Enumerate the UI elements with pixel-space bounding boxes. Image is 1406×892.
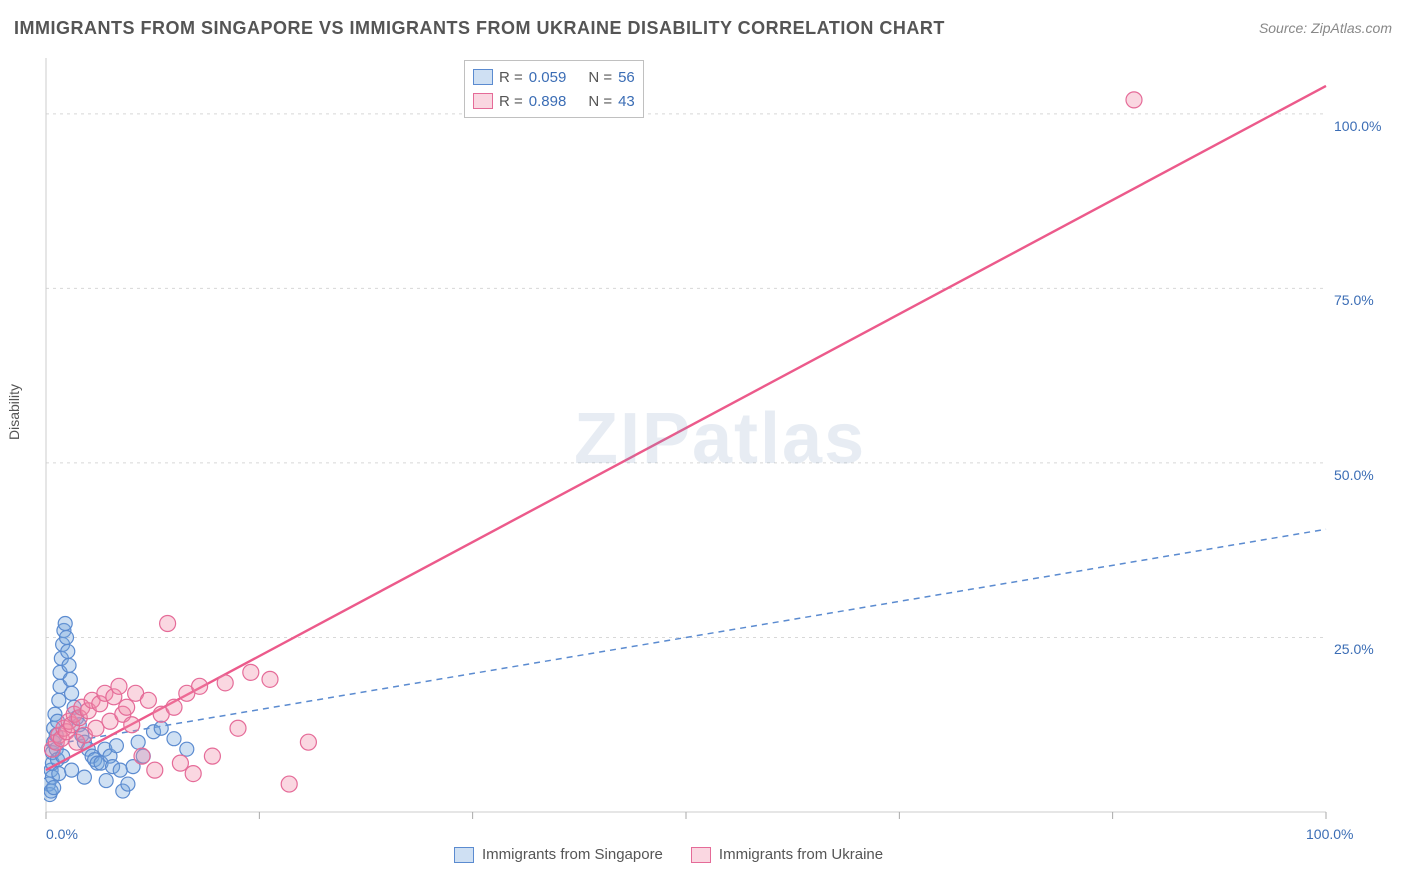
legend-swatch-icon — [691, 847, 711, 863]
r-value: 0.898 — [529, 93, 567, 110]
legend-row: R = 0.059 N = 56 — [473, 65, 635, 89]
legend-swatch-icon — [473, 69, 493, 85]
chart-title: IMMIGRANTS FROM SINGAPORE VS IMMIGRANTS … — [14, 18, 945, 38]
x-tick-label: 0.0% — [46, 826, 78, 842]
n-label: N = — [588, 93, 612, 110]
n-label: N = — [588, 69, 612, 86]
plot-area: ZIPatlas R = 0.059 N = 56 R = 0.898 N = … — [44, 58, 1384, 834]
legend-item: Immigrants from Singapore — [454, 846, 663, 863]
y-tick-label: 50.0% — [1334, 467, 1374, 483]
legend-item: Immigrants from Ukraine — [691, 846, 883, 863]
source-label: Source: ZipAtlas.com — [1259, 20, 1392, 36]
y-axis-label: Disability — [6, 384, 22, 440]
scatter-chart — [44, 58, 1384, 834]
y-tick-label: 75.0% — [1334, 292, 1374, 308]
y-tick-label: 100.0% — [1334, 118, 1381, 134]
n-value: 56 — [618, 69, 635, 86]
legend-label: Immigrants from Ukraine — [719, 846, 883, 863]
r-label: R = — [499, 69, 523, 86]
legend-label: Immigrants from Singapore — [482, 846, 663, 863]
n-value: 43 — [618, 93, 635, 110]
x-tick-label: 100.0% — [1306, 826, 1353, 842]
r-label: R = — [499, 93, 523, 110]
correlation-legend: R = 0.059 N = 56 R = 0.898 N = 43 — [464, 60, 644, 118]
series-legend: Immigrants from Singapore Immigrants fro… — [454, 846, 883, 863]
legend-swatch-icon — [473, 93, 493, 109]
r-value: 0.059 — [529, 69, 567, 86]
chart-header: IMMIGRANTS FROM SINGAPORE VS IMMIGRANTS … — [14, 18, 1392, 46]
legend-swatch-icon — [454, 847, 474, 863]
legend-row: R = 0.898 N = 43 — [473, 89, 635, 113]
y-tick-label: 25.0% — [1334, 641, 1374, 657]
